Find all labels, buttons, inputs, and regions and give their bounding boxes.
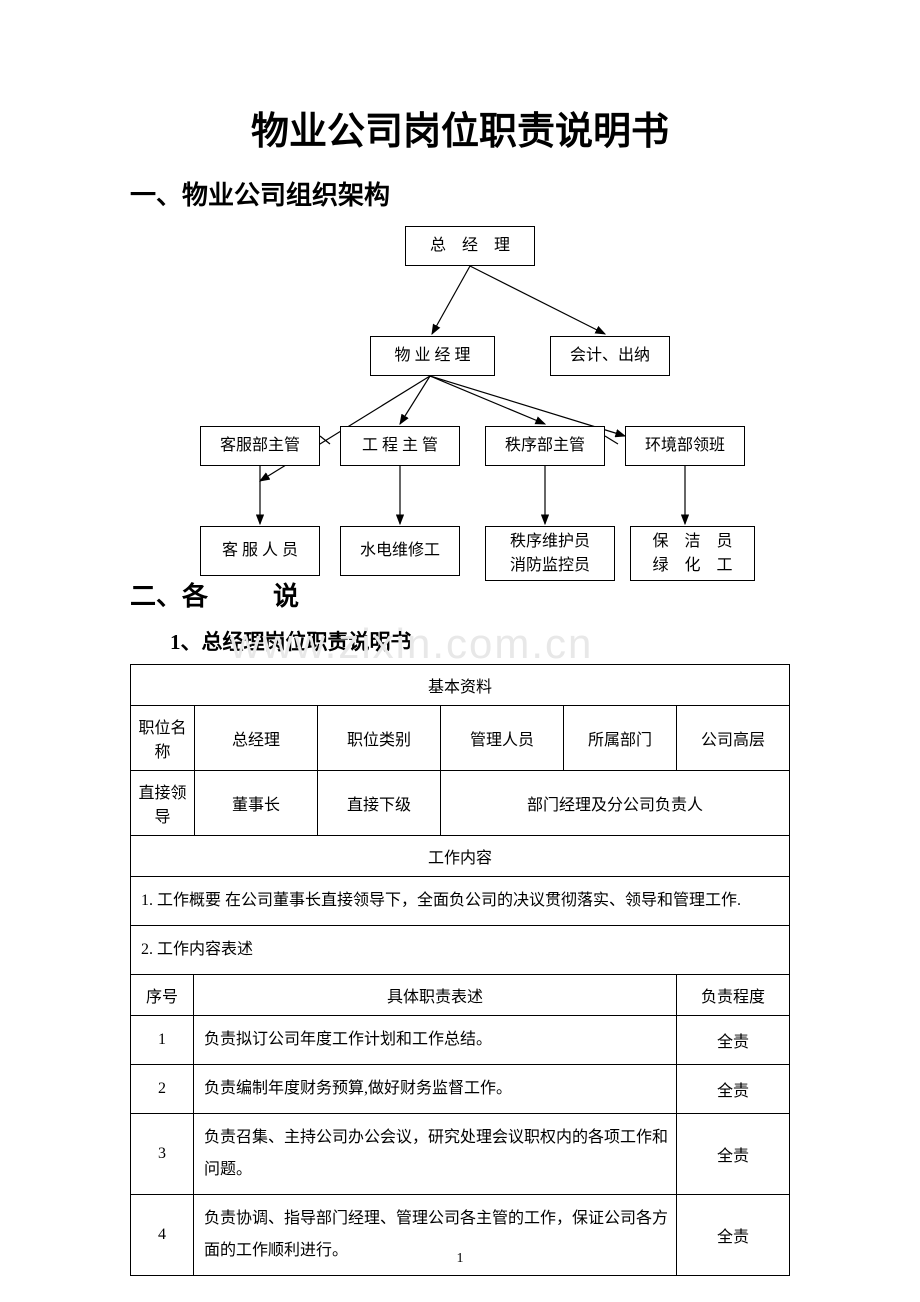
cell-value: 部门经理及分公司负责人	[441, 771, 790, 836]
cell-label: 职位名称	[131, 706, 195, 771]
org-node-gm: 总 经 理	[405, 226, 535, 266]
cell-label: 直接领导	[131, 771, 195, 836]
cell-value: 总经理	[195, 706, 318, 771]
cell-value: 管理人员	[441, 706, 564, 771]
org-node-acct: 会计、出纳	[550, 336, 670, 376]
table-header-row: 序号 具体职责表述 负责程度	[131, 975, 790, 1016]
section1-title: 一、物业公司组织架构	[130, 175, 790, 212]
org-node-pm: 物 业 经 理	[370, 336, 495, 376]
table-row: 2负责编制年度财务预算,做好财务监督工作。全责	[131, 1065, 790, 1114]
section2-prefix: 二、各	[130, 582, 208, 611]
col-seq: 序号	[131, 975, 194, 1016]
cell-label: 直接下级	[318, 771, 441, 836]
cell-resp: 全责	[677, 1065, 790, 1114]
col-resp: 负责程度	[677, 975, 790, 1016]
section2-mid: 说	[273, 582, 299, 611]
org-chart: 总 经 理物 业 经 理 会计、出纳客服部主管工 程 主 管秩序部主管环境部领班客…	[130, 226, 790, 596]
main-title: 物业公司岗位职责说明书	[130, 100, 790, 155]
col-detail: 具体职责表述	[194, 975, 677, 1016]
cell-seq: 2	[131, 1065, 194, 1114]
cell-resp: 全责	[677, 1016, 790, 1065]
cell-value: 公司高层	[677, 706, 790, 771]
table-row: 4负责协调、指导部门经理、管理公司各主管的工作，保证公司各方面的工作顺利进行。全…	[131, 1195, 790, 1276]
watermark-text: www.zixin.com.cn	[230, 620, 593, 668]
cell-detail: 负责协调、指导部门经理、管理公司各主管的工作，保证公司各方面的工作顺利进行。	[194, 1195, 677, 1276]
cell-seq: 1	[131, 1016, 194, 1065]
cell-value: 董事长	[195, 771, 318, 836]
work-desc-header: 2. 工作内容表述	[131, 926, 790, 975]
org-node-kf_sup: 客服部主管	[200, 426, 320, 466]
org-node-sec_sup: 秩序部主管	[485, 426, 605, 466]
table-section-header: 基本资料	[131, 665, 790, 706]
job-description-table: 基本资料 职位名称 总经理 职位类别 管理人员 所属部门 公司高层 直接领导 董…	[130, 664, 790, 1276]
org-node-env_sup: 环境部领班	[625, 426, 745, 466]
table-row: 职位名称 总经理 职位类别 管理人员 所属部门 公司高层	[131, 706, 790, 771]
cell-detail: 负责召集、主持公司办公会议，研究处理会议职权内的各项工作和问题。	[194, 1114, 677, 1195]
org-node-env_staff: 保 洁 员绿 化 工	[630, 526, 755, 581]
section2-title-fragment: 二、各 岗位 说	[130, 576, 299, 613]
table-section-header: 工作内容	[131, 836, 790, 877]
table-row: 3负责召集、主持公司办公会议，研究处理会议职权内的各项工作和问题。全责	[131, 1114, 790, 1195]
cell-detail: 负责拟订公司年度工作计划和工作总结。	[194, 1016, 677, 1065]
org-node-eng_staff: 水电维修工	[340, 526, 460, 576]
cell-seq: 4	[131, 1195, 194, 1276]
cell-label: 职位类别	[318, 706, 441, 771]
org-node-sec_staff: 秩序维护员消防监控员	[485, 526, 615, 581]
document-page: 物业公司岗位职责说明书 一、物业公司组织架构 总 经 理物 业 经 理 会计、出纳…	[0, 0, 920, 1302]
org-node-eng_sup: 工 程 主 管	[340, 426, 460, 466]
cell-seq: 3	[131, 1114, 194, 1195]
work-overview: 1. 工作概要 在公司董事长直接领导下，全面负公司的决议贯彻落实、领导和管理工作…	[131, 877, 790, 926]
table-row: 1负责拟订公司年度工作计划和工作总结。全责	[131, 1016, 790, 1065]
cell-resp: 全责	[677, 1114, 790, 1195]
cell-resp: 全责	[677, 1195, 790, 1276]
cell-detail: 负责编制年度财务预算,做好财务监督工作。	[194, 1065, 677, 1114]
table-row: 直接领导 董事长 直接下级 部门经理及分公司负责人	[131, 771, 790, 836]
cell-label: 所属部门	[564, 706, 677, 771]
org-node-kf_staff: 客 服 人 员	[200, 526, 320, 576]
